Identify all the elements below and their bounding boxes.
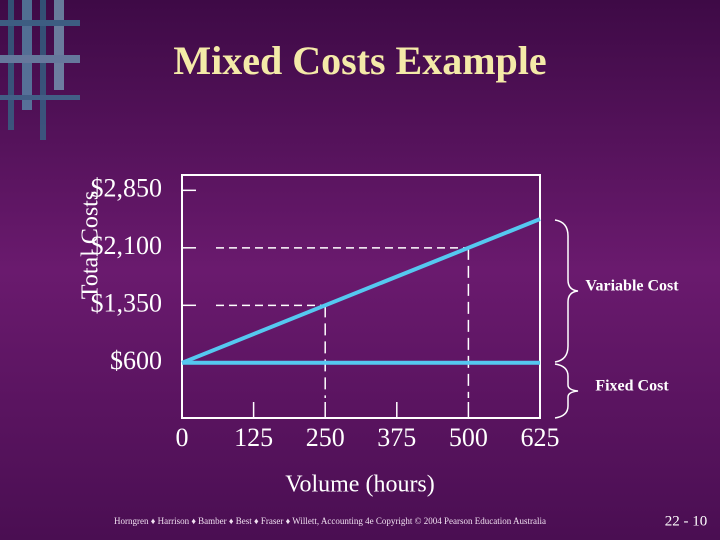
y-tick-label: $1,350 <box>91 288 163 317</box>
x-tick-label: 0 <box>176 423 189 452</box>
fixed-brace <box>554 363 579 419</box>
decoration <box>0 0 80 140</box>
series-line <box>181 217 541 365</box>
footer: Horngren ♦ Harrison ♦ Bamber ♦ Best ♦ Fr… <box>114 516 546 526</box>
variable-cost-label: Variable Cost <box>585 278 679 295</box>
fixed-cost-label: Fixed Cost <box>595 378 669 395</box>
x-tick-label: 375 <box>377 423 416 452</box>
y-tick-label: $2,100 <box>91 231 163 260</box>
y-tick-label: $2,850 <box>91 173 163 202</box>
page-number: 22 - 10 <box>665 513 708 529</box>
x-axis-label: Volume (hours) <box>285 472 435 498</box>
x-tick-label: 500 <box>449 423 488 452</box>
y-tick-label: $600 <box>110 346 162 375</box>
plot-frame <box>181 174 541 419</box>
x-tick-label: 125 <box>234 423 273 452</box>
y-axis-label: Total Costs <box>78 191 104 299</box>
variable-brace <box>554 219 579 363</box>
x-tick-label: 250 <box>306 423 345 452</box>
chart-title: Mixed Costs Example <box>173 38 546 83</box>
x-tick-label: 625 <box>521 423 560 452</box>
